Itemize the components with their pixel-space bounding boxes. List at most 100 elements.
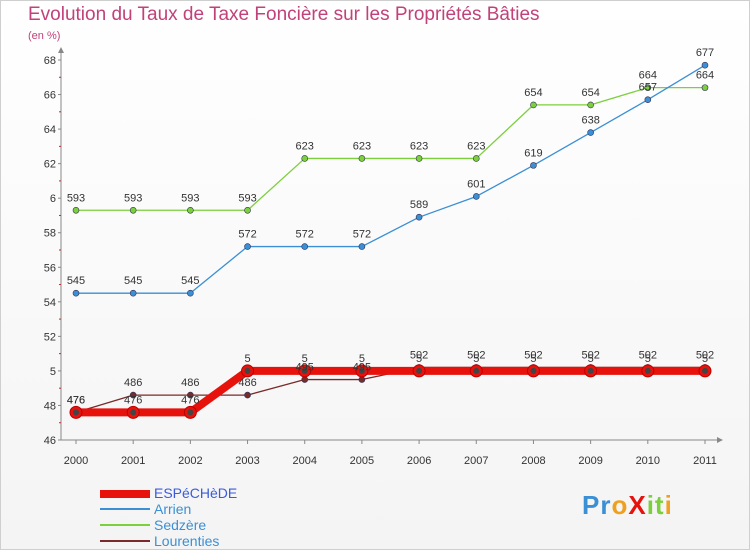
y-tick-label: 48 — [44, 400, 56, 412]
data-label-sedzre: 664 — [696, 70, 714, 82]
data-point-lourenties — [301, 376, 309, 383]
data-point-arrien — [187, 289, 194, 297]
data-label-espchde: 5 — [359, 353, 365, 365]
data-point-arrien — [530, 162, 537, 169]
data-point-sedzre — [415, 155, 423, 162]
data-point-center-espchde — [644, 367, 651, 374]
data-point-sedzre — [701, 84, 709, 91]
data-label-sedzre: 623 — [296, 140, 314, 152]
data-point-sedzre — [530, 101, 537, 109]
x-tick-label: 2005 — [350, 455, 374, 467]
y-tick-label: 62 — [44, 159, 56, 171]
x-tick-label: 2001 — [121, 455, 145, 467]
legend-swatch-arrien — [100, 508, 150, 510]
data-label-lourenties: 495 — [353, 362, 371, 374]
data-point-center-espchde — [244, 367, 251, 374]
data-point-sedzre — [72, 206, 80, 214]
data-label-arrien: 572 — [238, 229, 256, 241]
y-tick-label: 52 — [44, 331, 56, 343]
legend-swatch-lourenties — [100, 540, 150, 542]
data-label-espchde: 5 — [302, 353, 308, 365]
data-label-lourenties: 486 — [181, 377, 199, 389]
x-axis-arrow — [717, 437, 723, 443]
data-label-sedzre: 664 — [639, 70, 657, 82]
data-point-arrien — [415, 213, 423, 221]
data-label-espchde: 5 — [530, 353, 536, 365]
data-point-arrien — [129, 289, 137, 297]
series-line-arrien — [76, 64, 706, 294]
y-tick-label: 6 — [50, 193, 56, 205]
x-tick-label: 2000 — [64, 455, 88, 467]
data-label-espchde: 5 — [244, 353, 250, 365]
data-label-espchde: 5 — [645, 353, 651, 365]
data-label-sedzre: 654 — [524, 87, 542, 99]
data-label-arrien: 619 — [524, 147, 542, 159]
data-point-center-espchde — [130, 409, 137, 416]
x-tick-label: 2004 — [292, 455, 316, 467]
data-label-lourenties: 495 — [296, 362, 314, 374]
data-label-lourenties: 502 — [581, 349, 599, 361]
data-label-sedzre: 593 — [181, 192, 199, 204]
data-point-center-espchde — [530, 367, 537, 374]
data-point-lourenties — [358, 376, 366, 383]
x-tick-label: 2010 — [636, 455, 660, 467]
legend-label-arrien: Arrien — [154, 501, 192, 517]
data-label-arrien: 601 — [467, 178, 485, 190]
data-point-arrien — [244, 243, 251, 250]
chart-title: Evolution du Taux de Taxe Foncière sur l… — [28, 4, 540, 25]
y-tick-label: 68 — [44, 55, 56, 67]
data-point-arrien — [472, 193, 480, 200]
data-label-sedzre: 654 — [581, 87, 599, 99]
data-point-sedzre — [301, 155, 309, 162]
y-tick-label: 54 — [44, 297, 56, 309]
data-label-arrien: 657 — [639, 82, 657, 94]
data-point-arrien — [701, 61, 709, 69]
data-point-lourenties — [129, 391, 137, 399]
data-point-sedzre — [129, 206, 137, 214]
legend-label-sedzere: Sedzère — [154, 517, 207, 533]
data-label-arrien: 545 — [181, 275, 199, 287]
data-label-sedzre: 623 — [467, 140, 485, 152]
series-line-espchde — [76, 366, 705, 417]
data-label-lourenties: 502 — [524, 349, 542, 361]
data-point-center-espchde — [73, 409, 79, 416]
data-point-center-espchde — [702, 367, 708, 374]
y-tick-label: 56 — [44, 262, 56, 274]
legend-swatch-sedzere — [100, 524, 150, 526]
data-label-espchde: 5 — [416, 353, 422, 365]
data-point-sedzre — [587, 101, 594, 109]
data-label-lourenties: 486 — [124, 377, 142, 389]
data-point-center-espchde — [587, 367, 594, 374]
data-label-lourenties: 486 — [238, 377, 256, 389]
proxiti-logo: ProXiti — [582, 490, 673, 520]
data-label-lourenties: 502 — [410, 349, 428, 361]
data-label-arrien: 545 — [124, 275, 142, 287]
data-label-arrien: 545 — [67, 275, 85, 287]
x-tick-label: 2006 — [407, 455, 431, 467]
data-point-arrien — [358, 243, 366, 250]
data-point-arrien — [301, 243, 309, 250]
x-tick-label: 2011 — [693, 455, 717, 467]
data-label-arrien: 572 — [296, 229, 314, 241]
data-point-lourenties — [187, 391, 194, 399]
y-tick-label: 5 — [50, 366, 56, 378]
data-label-espchde: 476 — [124, 394, 142, 406]
x-tick-label: 2008 — [521, 455, 545, 467]
legend-label-espechede: ESPéCHèDE — [154, 485, 238, 501]
data-point-center-espchde — [473, 367, 480, 374]
y-axis-unit: (en %) — [28, 30, 61, 42]
data-label-sedzre: 593 — [67, 192, 85, 204]
y-tick-label: 66 — [44, 90, 56, 102]
data-label-sedzre: 593 — [124, 192, 142, 204]
data-label-arrien: 638 — [581, 115, 599, 127]
data-point-sedzre — [358, 155, 366, 162]
data-label-sedzre: 623 — [353, 140, 371, 152]
series-line-sedzre — [76, 86, 705, 211]
legend-label-lourenties: Lourenties — [154, 533, 220, 549]
data-label-lourenties: 502 — [696, 349, 714, 361]
data-point-arrien — [72, 289, 80, 297]
data-label-espchde: 5 — [702, 353, 708, 365]
x-tick-label: 2009 — [578, 455, 602, 467]
